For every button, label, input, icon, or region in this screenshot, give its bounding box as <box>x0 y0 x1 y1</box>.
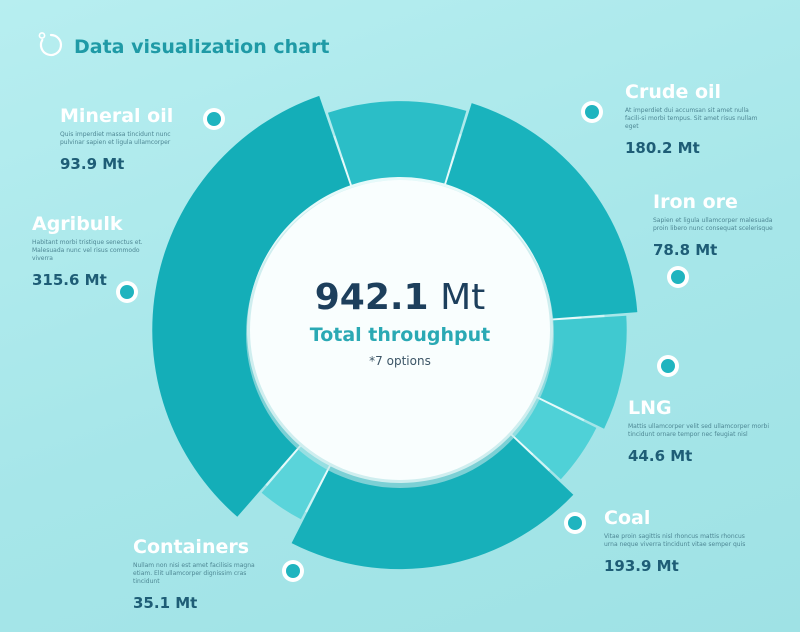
slice-description: Sapien et ligula ullamcorper malesuada p… <box>653 217 773 232</box>
slice-name: Containers <box>133 536 250 558</box>
slice-value: 193.9 Mt <box>604 557 679 575</box>
total-value: 942.1 Mt <box>250 278 550 318</box>
marker-dot <box>568 516 582 530</box>
slice-coal <box>291 435 574 570</box>
slice-description: Quis imperdiet massa tincidunt nunc pulv… <box>60 131 171 146</box>
chart-slices <box>152 95 638 570</box>
label-crude-oil: Crude oil At imperdiet dui accumsan sit … <box>625 80 800 157</box>
slice-containers <box>261 446 330 520</box>
label-iron-ore: Iron ore Sapien et ligula ullamcorper ma… <box>653 190 800 259</box>
slice-value: 35.1 Mt <box>133 594 198 612</box>
label-agribulk: Agribulk Habitant morbi tristique senect… <box>32 212 232 289</box>
slice-agribulk <box>152 95 351 517</box>
slice-value: 78.8 Mt <box>653 241 718 259</box>
center-summary: 942.1 Mt Total throughput *7 options <box>250 210 550 450</box>
slice-description: Vitae proin sagittis nisl rhoncus mattis… <box>604 533 746 548</box>
label-mineral-oil: Mineral oil Quis imperdiet massa tincidu… <box>60 104 260 173</box>
slice-value: 44.6 Mt <box>628 447 693 465</box>
slice-name: LNG <box>628 397 672 419</box>
slice-value: 315.6 Mt <box>32 271 107 289</box>
marker-dot <box>661 359 675 373</box>
slice-lng <box>512 398 597 480</box>
total-unit: Mt <box>440 277 486 318</box>
slice-iron-ore <box>537 315 627 429</box>
slice-crude-oil <box>446 103 638 319</box>
total-label: Total throughput <box>309 324 491 346</box>
slice-name: Agribulk <box>32 213 123 235</box>
slice-mineral-oil <box>327 101 467 185</box>
slice-name: Iron ore <box>653 191 738 213</box>
center-disc <box>246 180 554 488</box>
slice-description: Mattis ullamcorper velit sed ullamcorper… <box>628 423 770 438</box>
marker-dot <box>671 270 685 284</box>
slice-description: At imperdiet dui accumsan sit amet nulla… <box>625 107 758 130</box>
marker-dot <box>120 285 134 299</box>
marker-dot <box>286 564 300 578</box>
slice-name: Crude oil <box>625 81 722 103</box>
label-containers: Containers Nullam non nisi est amet faci… <box>133 535 333 612</box>
slice-value: 180.2 Mt <box>625 139 700 157</box>
slice-markers <box>116 101 689 582</box>
page-title: Data visualization chart <box>74 36 330 58</box>
marker-dot <box>207 112 221 126</box>
total-number: 942.1 <box>314 277 429 318</box>
label-coal: Coal Vitae proin sagittis nisl rhoncus m… <box>604 506 800 575</box>
label-lng: LNG Mattis ullamcorper velit sed ullamco… <box>628 396 800 465</box>
slice-name: Coal <box>604 507 651 529</box>
loading-ring-icon <box>38 32 63 57</box>
options-note: *7 options <box>369 354 431 368</box>
marker-dot <box>585 105 599 119</box>
slice-name: Mineral oil <box>60 105 174 127</box>
slice-description: Nullam non nisi est amet facilisis magna… <box>133 562 255 585</box>
slice-description: Habitant morbi tristique senectus et. Ma… <box>32 239 143 262</box>
center-circle <box>250 180 550 480</box>
slice-value: 93.9 Mt <box>60 155 125 173</box>
